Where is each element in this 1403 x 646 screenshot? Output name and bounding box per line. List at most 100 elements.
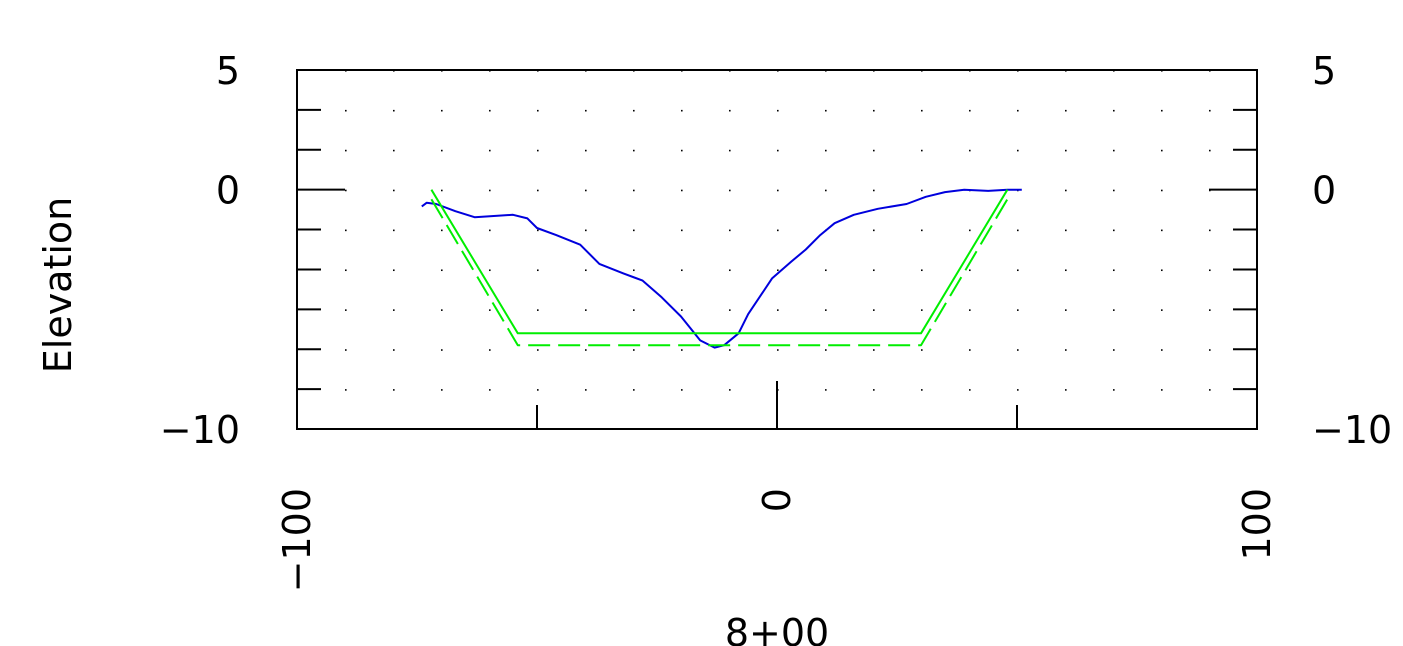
grid-dot: [921, 389, 923, 391]
grid-dot: [585, 109, 587, 112]
grid-dot: [729, 389, 731, 391]
y-tick-label-left: 0: [216, 169, 240, 213]
grid-dot: [921, 189, 923, 192]
grid-dot: [489, 389, 491, 391]
grid-dot: [729, 309, 731, 311]
grid-dot: [585, 149, 587, 152]
grid-dot: [1065, 389, 1067, 391]
grid-dot: [729, 349, 731, 351]
grid-dot: [489, 109, 491, 112]
grid-dot: [345, 389, 347, 391]
grid-dot: [681, 269, 683, 272]
y-axis-label: Elevation: [36, 197, 80, 374]
grid-dot: [1113, 349, 1115, 351]
grid-dot: [393, 349, 395, 351]
grid-dot: [585, 269, 587, 272]
grid-dot: [681, 149, 683, 152]
grid-dot: [1161, 269, 1163, 272]
grid-dot: [633, 229, 635, 232]
grid-dot: [537, 269, 539, 272]
grid-dot: [873, 109, 875, 112]
grid-dot: [345, 109, 347, 112]
grid-dot: [1161, 349, 1163, 351]
grid-dot: [1161, 149, 1163, 152]
grid-dot: [1017, 109, 1019, 112]
grid-dot: [633, 149, 635, 152]
grid-dot: [537, 109, 539, 112]
grid-dot: [681, 309, 683, 311]
grid-dot: [777, 109, 779, 112]
grid-dot: [585, 349, 587, 351]
grid-dot: [1161, 189, 1163, 192]
grid-dot: [537, 349, 539, 351]
series-line-0: [421, 188, 1022, 349]
grid-dot: [1017, 229, 1019, 232]
grid-dot: [1017, 389, 1019, 391]
grid-dot: [825, 349, 827, 351]
grid-dot: [1113, 269, 1115, 272]
grid-dot: [1113, 189, 1115, 192]
grid-dot: [1209, 109, 1211, 112]
grid-dot: [393, 149, 395, 152]
grid-dot: [633, 349, 635, 351]
grid-dots: [345, 70, 1211, 391]
grid-dot: [729, 269, 731, 272]
grid-dot: [1113, 109, 1115, 112]
grid-dot: [681, 189, 683, 192]
grid-dot: [969, 109, 971, 112]
grid-dot: [633, 189, 635, 192]
y-tick-label-right: −10: [1312, 408, 1392, 452]
grid-dot: [441, 189, 443, 192]
x-axis-label: 8+00: [725, 611, 829, 646]
x-tick-label: 0: [755, 488, 799, 512]
grid-dot: [681, 229, 683, 232]
grid-dot: [1161, 389, 1163, 391]
grid-dot: [1209, 229, 1211, 232]
grid-dot: [345, 229, 347, 232]
grid-dot: [633, 389, 635, 391]
grid-dot: [825, 389, 827, 391]
tick-labels: 5 5 0 0 −10 −10 −100 0 100: [160, 49, 1392, 592]
grid-dot: [345, 349, 347, 351]
axis-ticks: [297, 69, 1257, 429]
grid-dot: [1017, 149, 1019, 152]
grid-dot: [969, 269, 971, 272]
grid-dot: [777, 349, 779, 351]
grid-dot: [873, 189, 875, 192]
grid-dot: [921, 349, 923, 351]
grid-dot: [1065, 109, 1067, 112]
grid-dot: [1017, 269, 1019, 272]
grid-dot: [345, 309, 347, 311]
grid-dot: [921, 269, 923, 272]
grid-dot: [969, 229, 971, 232]
grid-dot: [585, 229, 587, 232]
grid-dot: [1065, 149, 1067, 152]
grid-dot: [825, 109, 827, 112]
grid-dot: [681, 109, 683, 112]
grid-dot: [921, 109, 923, 112]
grid-dot: [633, 269, 635, 272]
y-tick-label-left: −10: [160, 408, 240, 452]
grid-dot: [1161, 229, 1163, 232]
grid-dot: [873, 309, 875, 311]
grid-dot: [537, 149, 539, 152]
series-line-2: [430, 198, 1009, 347]
grid-dot: [585, 309, 587, 311]
grid-dot: [441, 149, 443, 152]
grid-dot: [489, 269, 491, 272]
grid-dot: [873, 389, 875, 391]
grid-dot: [729, 109, 731, 112]
grid-dot: [681, 349, 683, 351]
grid-dot: [441, 349, 443, 351]
grid-dot: [1209, 149, 1211, 152]
grid-dot: [489, 189, 491, 192]
grid-dot: [633, 309, 635, 311]
grid-dot: [729, 149, 731, 152]
grid-dot: [729, 189, 731, 192]
grid-dot: [921, 149, 923, 152]
grid-dot: [1017, 309, 1019, 311]
grid-dot: [825, 189, 827, 192]
x-tick-label: 100: [1235, 488, 1279, 561]
grid-dot: [441, 389, 443, 391]
